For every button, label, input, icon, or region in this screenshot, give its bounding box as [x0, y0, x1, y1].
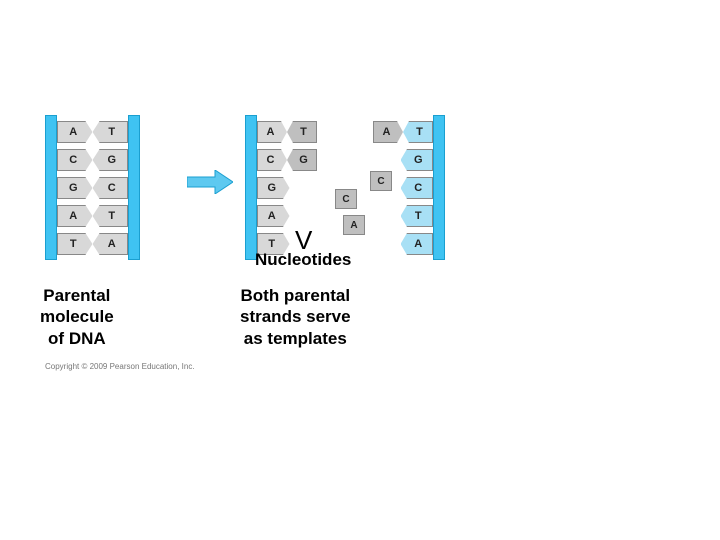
- base-pair: A: [257, 205, 317, 227]
- base-left: A: [257, 205, 290, 227]
- base-right: T: [287, 121, 317, 143]
- base-right: T: [403, 121, 433, 143]
- parental-dna: ATCGGCATTA: [45, 115, 140, 260]
- base-pair: AT: [57, 121, 128, 143]
- base-pair: GC: [57, 177, 128, 199]
- backbone-right: [128, 115, 140, 260]
- base-pair: AT: [373, 121, 433, 143]
- copyright-text: Copyright © 2009 Pearson Education, Inc.: [45, 362, 195, 371]
- base-right: T: [401, 205, 434, 227]
- base-right: A: [93, 233, 129, 255]
- backbone-left: [45, 115, 57, 260]
- base-pair: AT: [257, 121, 317, 143]
- base-left: A: [57, 121, 93, 143]
- arrow-icon: [187, 170, 233, 194]
- base-pair: T: [373, 205, 433, 227]
- backbone-right: [433, 115, 445, 260]
- base-pair: TA: [57, 233, 128, 255]
- free-nucleotide: A: [343, 215, 365, 235]
- base-right: T: [93, 121, 129, 143]
- parental-label: Parentalmoleculeof DNA: [40, 285, 114, 349]
- base-pair: A: [373, 233, 433, 255]
- base-pair: AT: [57, 205, 128, 227]
- base-pair: G: [257, 177, 317, 199]
- nucleotides-label: Nucleotides: [255, 250, 351, 270]
- base-left: G: [257, 177, 290, 199]
- base-right: G: [287, 149, 317, 171]
- dna-diagram: ATCGGCATTA ATCGGAT ATGCTA CAC: [45, 115, 445, 295]
- base-left: G: [57, 177, 93, 199]
- base-pair: CG: [57, 149, 128, 171]
- base-right: C: [93, 177, 129, 199]
- base-left: A: [373, 121, 403, 143]
- base-left: A: [257, 121, 287, 143]
- base-left: A: [57, 205, 93, 227]
- base-pair: G: [373, 149, 433, 171]
- base-right: G: [93, 149, 129, 171]
- free-nucleotide: C: [335, 189, 357, 209]
- base-left: T: [57, 233, 93, 255]
- backbone-left: [245, 115, 257, 260]
- base-right: C: [401, 177, 434, 199]
- base-left: C: [257, 149, 287, 171]
- base-right: T: [93, 205, 129, 227]
- base-pair: CG: [257, 149, 317, 171]
- base-left: C: [57, 149, 93, 171]
- free-nucleotide: C: [370, 171, 392, 191]
- base-right: G: [401, 149, 434, 171]
- base-right: A: [401, 233, 434, 255]
- both-label: Both parentalstrands serveas templates: [240, 285, 351, 349]
